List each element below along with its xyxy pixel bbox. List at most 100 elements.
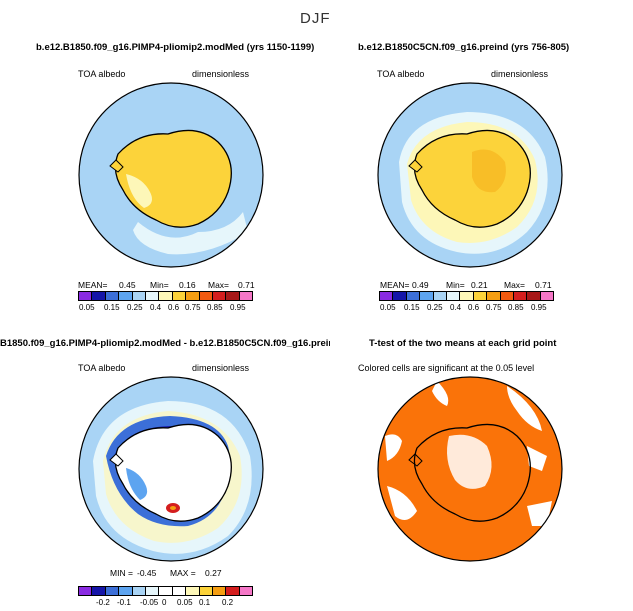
panel1-colorbar-swatch-2 — [105, 292, 120, 300]
panel4-insignificant-region — [507, 386, 542, 431]
panel3-peninsula — [109, 453, 124, 467]
panel2-max-value: 0.71 — [535, 280, 552, 290]
panel1-colorbar-swatch-3 — [119, 292, 133, 300]
panel4-map-border — [377, 376, 563, 562]
panel1-max-label: Max= — [208, 280, 230, 290]
panel2-mean-value: 0.49 — [412, 280, 429, 290]
panel3-units-label: dimensionless — [192, 363, 250, 373]
panel2-high-albedo-patch — [472, 149, 506, 193]
panel1-colorbar-swatch-10 — [212, 292, 227, 300]
panel3-tick-2: -0.05 — [140, 598, 159, 607]
panel1-peninsula — [109, 159, 124, 173]
panel3-tick-5: 0.1 — [199, 598, 211, 607]
panel4-subtitle: Colored cells are significant at the 0.0… — [358, 363, 535, 373]
panel1-polar-map — [78, 82, 264, 268]
panel4-insignificant-interior — [447, 434, 492, 489]
panel3-variable-label: TOA albedo — [78, 363, 126, 373]
panel1-tick-3: 0.4 — [150, 303, 162, 312]
panel2-colorbar-swatch-9 — [500, 292, 514, 300]
panel1-colorbar-swatch-4 — [132, 292, 146, 300]
figure-title: DJF — [300, 10, 331, 27]
panel2-polar-map — [377, 82, 563, 268]
panel2-tick-5: 0.75 — [486, 303, 502, 312]
panel2-title: b.e12.B1850C5CN.f09_g16.preind (yrs 756-… — [358, 42, 570, 53]
panel2-min-value: 0.21 — [471, 280, 488, 290]
panel2-colorbar-swatch-5 — [446, 292, 461, 300]
panel1-tick-0: 0.05 — [79, 303, 95, 312]
panel2-colorbar-swatch-12 — [540, 292, 554, 300]
panel3-positive-anomaly-core — [170, 506, 176, 510]
panel2-colorbar-swatch-0 — [380, 292, 394, 300]
panel3-negative-patch — [126, 468, 148, 500]
panel3-colorbar — [78, 586, 253, 596]
panel1-tick-7: 0.95 — [230, 303, 246, 312]
panel4-title: T-test of the two means at each grid poi… — [369, 338, 557, 349]
panel1-min-value: 0.16 — [179, 280, 196, 290]
panel4-insignificant-region — [385, 434, 402, 461]
panel3-colorbar-swatch-0 — [79, 587, 93, 595]
panel2-tick-1: 0.15 — [404, 303, 420, 312]
panel1-low-albedo-patch — [126, 174, 152, 208]
panel3-title: B1850.f09_g16.PIMP4-pliomip2.modMed - b.… — [0, 338, 330, 349]
panel4-insignificant-region — [432, 381, 449, 406]
panel4-insignificant-region — [527, 501, 552, 526]
panel2-map-border — [377, 82, 563, 268]
panel3-min-value: -0.45 — [137, 568, 157, 578]
panel1-max-value: 0.71 — [238, 280, 255, 290]
panel1-title: b.e12.B1850.f09_g16.PIMP4-pliomip2.modMe… — [36, 42, 315, 53]
panel1-tick-1: 0.15 — [104, 303, 120, 312]
panel2-tick-7: 0.95 — [531, 303, 547, 312]
panel3-tick-4: 0.05 — [177, 598, 193, 607]
panel4-insignificant-region — [527, 446, 547, 471]
panel2-colorbar-swatch-3 — [420, 292, 434, 300]
panel1-colorbar-swatch-5 — [145, 292, 160, 300]
panel3-colorbar-swatch-4 — [132, 587, 146, 595]
panel2-colorbar-swatch-2 — [406, 292, 421, 300]
panel1-tick-4: 0.6 — [168, 303, 180, 312]
panel1-colorbar-swatch-8 — [186, 292, 200, 300]
panel2-mean-label: MEAN= — [380, 280, 410, 290]
panel1-colorbar-swatch-6 — [159, 292, 173, 300]
panel2-colorbar-swatch-4 — [433, 292, 447, 300]
panel4-peninsula — [408, 453, 423, 467]
panel2-max-label: Max= — [504, 280, 526, 290]
panel2-colorbar-swatch-11 — [527, 292, 541, 300]
panel1-colorbar-swatch-9 — [199, 292, 213, 300]
panel1-colorbar-swatch-0 — [79, 292, 93, 300]
panel3-tick-1: -0.1 — [117, 598, 131, 607]
panel3-map-border — [78, 376, 264, 562]
panel1-tick-2: 0.25 — [127, 303, 143, 312]
panel4-insignificant-region — [387, 486, 417, 520]
panel4-polar-map — [377, 376, 563, 562]
panel3-max-value: 0.27 — [205, 568, 222, 578]
panel2-tick-3: 0.4 — [450, 303, 462, 312]
panel1-colorbar-swatch-12 — [239, 292, 253, 300]
panel1-map-border — [78, 82, 264, 268]
panel1-tick-6: 0.85 — [207, 303, 223, 312]
panel4-antarctica-coastline — [413, 423, 531, 522]
panel3-colorbar-swatch-12 — [239, 587, 253, 595]
panel2-colorbar-swatch-1 — [393, 292, 407, 300]
panel2-colorbar-swatch-8 — [487, 292, 501, 300]
panel3-tick-6: 0.2 — [222, 598, 234, 607]
panel3-max-label: MAX = — [170, 568, 196, 578]
panel3-colorbar-swatch-11 — [226, 587, 240, 595]
panel3-colorbar-swatch-6 — [159, 587, 173, 595]
panel1-units-label: dimensionless — [192, 69, 250, 79]
panel2-colorbar-swatch-7 — [473, 292, 488, 300]
panel1-min-label: Min= — [150, 280, 169, 290]
panel1-mean-value: 0.45 — [119, 280, 136, 290]
panel2-variable-label: TOA albedo — [377, 69, 425, 79]
panel1-colorbar — [78, 291, 253, 301]
panel3-tick-0: -0.2 — [96, 598, 110, 607]
panel1-sea-ice — [133, 212, 248, 255]
panel3-colorbar-swatch-10 — [212, 587, 227, 595]
panel3-tick-3: 0 — [162, 598, 167, 607]
panel2-tick-0: 0.05 — [380, 303, 396, 312]
panel1-colorbar-swatch-7 — [172, 292, 187, 300]
panel2-tick-2: 0.25 — [427, 303, 443, 312]
panel3-colorbar-swatch-1 — [92, 587, 106, 595]
panel1-mean-label: MEAN= — [78, 280, 108, 290]
panel1-tick-5: 0.75 — [185, 303, 201, 312]
panel3-colorbar-swatch-5 — [145, 587, 160, 595]
